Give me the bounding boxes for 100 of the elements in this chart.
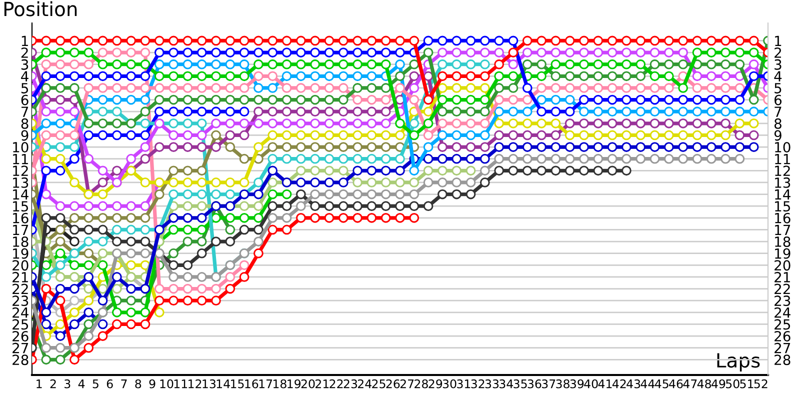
y-tick-label: 20 — [12, 260, 28, 271]
y2-tick-label: 23 — [774, 296, 790, 306]
y-tick-label: 1 — [22, 36, 28, 46]
x-tick-label: 3 — [64, 379, 70, 388]
x-tick-label: 26 — [386, 379, 400, 388]
y2-tick-label: 7 — [774, 106, 782, 117]
y2-tick-label: 13 — [775, 177, 790, 188]
x-tick-label: 45 — [654, 380, 668, 388]
y2-tick-label: 6 — [774, 94, 782, 106]
x-tick-label: 41 — [598, 380, 612, 388]
y-tick-label: 23 — [12, 296, 28, 306]
x-tick-label: 47 — [683, 380, 697, 388]
x-tick-label: 40 — [584, 379, 598, 388]
y2-tick-label: 25 — [774, 319, 790, 330]
y-tick-label: 16 — [13, 212, 28, 224]
y2-tick-label: 15 — [775, 201, 790, 212]
x-tick-label: 29 — [428, 379, 442, 388]
x-tick-label: 51 — [740, 380, 754, 388]
y2-tick-label: 17 — [775, 224, 790, 235]
y-tick-label: 4 — [21, 71, 28, 82]
x-tick-label: 11 — [174, 380, 188, 388]
y2-tick-label: 2 — [774, 48, 781, 58]
y2-tick-label: 26 — [774, 330, 790, 342]
x-tick-label: 2 — [50, 379, 56, 388]
y-tick-label: 25 — [12, 319, 28, 330]
x-tick-label: 7 — [121, 380, 127, 388]
x-tick-label: 25 — [372, 379, 386, 388]
x-tick-label: 14 — [216, 380, 230, 388]
y-tick-label: 15 — [13, 201, 28, 212]
x-tick-label: 23 — [344, 379, 358, 388]
x-tick-label: 19 — [288, 379, 301, 388]
y-tick-label: 24 — [12, 307, 28, 318]
y2-tick-label: 3 — [774, 59, 782, 70]
x-tick-label: 35 — [514, 379, 527, 388]
y-tick-label: 19 — [13, 248, 28, 259]
y-tick-label: 3 — [21, 59, 28, 70]
x-tick-label: 24 — [358, 379, 372, 388]
x-tick-label: 32 — [471, 379, 484, 388]
x-tick-label: 20 — [301, 379, 315, 388]
y-tick-label: 14 — [13, 189, 28, 200]
y-tick-label: 13 — [13, 177, 28, 188]
y2-tick-label: 8 — [774, 118, 782, 129]
x-tick-label: 42 — [612, 379, 626, 388]
x-tick-label: 8 — [135, 379, 142, 388]
x-tick-label: 21 — [316, 379, 329, 388]
y2-tick-label: 14 — [775, 189, 790, 200]
y2-tick-label: 19 — [775, 248, 790, 259]
y2-tick-label: 28 — [774, 354, 790, 366]
x-tick-label: 30 — [442, 379, 456, 388]
x-tick-label: 36 — [528, 379, 542, 388]
x-tick-label: 22 — [330, 379, 343, 388]
x-tick-label: 5 — [92, 380, 98, 388]
x-tick-label: 17 — [259, 380, 272, 388]
x-tick-label: 50 — [726, 379, 740, 388]
x-tick-label: 18 — [273, 379, 286, 388]
y-tick-label: 5 — [21, 83, 28, 94]
y-tick-label: 22 — [12, 284, 28, 294]
y-tick-label: 28 — [12, 354, 28, 366]
x-tick-label: 46 — [669, 379, 683, 388]
y2-tick-label: 4 — [774, 71, 782, 82]
y-tick-label: 8 — [21, 118, 28, 129]
y-tick-label: 26 — [12, 330, 28, 342]
x-tick-label: 27 — [400, 379, 414, 388]
y-tick-label: 7 — [22, 106, 28, 117]
y-tick-label: 18 — [13, 236, 28, 247]
y2-tick-label: 12 — [775, 166, 790, 176]
y2-tick-label: 22 — [774, 284, 790, 294]
x-tick-label: 37 — [542, 379, 556, 388]
y2-tick-label: 1 — [775, 36, 782, 46]
y2-tick-label: 10 — [775, 142, 790, 152]
y2-tick-label: 16 — [775, 212, 790, 224]
x-tick-label: 48 — [697, 379, 712, 388]
y-tick-label: 10 — [13, 142, 28, 152]
y-tick-label: 21 — [12, 272, 28, 282]
x-tick-label: 6 — [106, 379, 113, 388]
y2-tick-label: 5 — [774, 83, 782, 94]
x-tick-label: 10 — [160, 379, 174, 388]
y2-tick-label: 11 — [775, 154, 790, 164]
x-tick-label: 13 — [202, 379, 216, 388]
x-tick-label: 31 — [457, 379, 470, 388]
x-tick-label: 34 — [500, 379, 514, 388]
y-tick-label: 17 — [13, 224, 28, 235]
y-tick-label: 9 — [21, 130, 28, 141]
y-tick-label: 6 — [21, 94, 28, 106]
x-tick-label: 49 — [712, 379, 726, 388]
x-tick-label: 1 — [36, 380, 42, 388]
x-tick-label: 15 — [231, 380, 244, 388]
x-tick-label: 9 — [149, 379, 156, 388]
x-tick-label: 12 — [188, 379, 202, 388]
y2-tick-label: 18 — [775, 236, 790, 247]
y2-tick-label: 27 — [774, 342, 790, 354]
x-tick-label: 44 — [640, 380, 655, 388]
x-tick-label: 16 — [245, 379, 258, 388]
y2-tick-label: 9 — [774, 130, 782, 141]
x-tick-label: 39 — [570, 379, 584, 388]
x-tick-label: 28 — [414, 379, 428, 388]
y2-tick-label: 24 — [774, 307, 790, 318]
y-axis-title: Position — [4, 1, 77, 16]
y-tick-label: 11 — [13, 154, 28, 164]
y-tick-label: 12 — [13, 166, 28, 176]
